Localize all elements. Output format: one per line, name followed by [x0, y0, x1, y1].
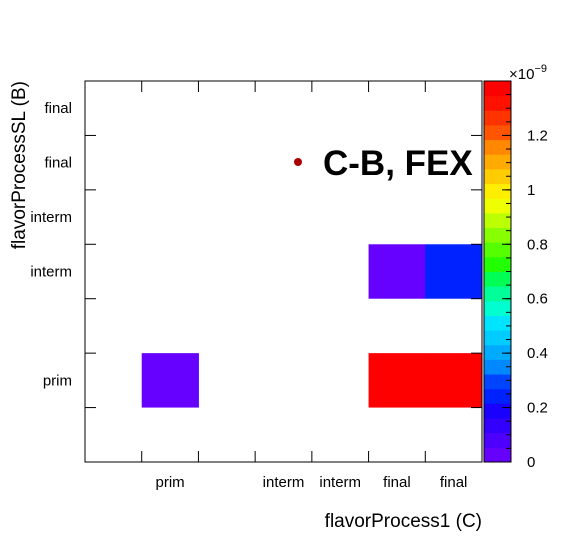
- color-scale-tick-label: 1.2: [527, 127, 548, 144]
- color-scale-band: [484, 330, 511, 346]
- heatmap-cell: [425, 353, 483, 408]
- x-tick-label: final: [440, 474, 468, 491]
- x-axis-ticks: [84, 81, 483, 462]
- x-tick-label: interm: [263, 474, 305, 491]
- x-tick-label: final: [383, 474, 411, 491]
- color-scale-band: [484, 447, 511, 463]
- color-scale-tick-label: 0.8: [527, 236, 548, 253]
- color-scale-band: [484, 95, 511, 111]
- color-scale-band: [484, 256, 511, 272]
- y-tick-labels: prim interm interm final final: [30, 100, 72, 389]
- color-scale-exponent: ×10−9: [509, 63, 547, 83]
- color-scale-band: [484, 271, 511, 287]
- legend-label: C-B, FEX: [323, 144, 473, 183]
- color-scale-tick-label: 1: [527, 182, 535, 199]
- y-tick-label: final: [44, 100, 72, 117]
- color-scale-band: [484, 81, 511, 97]
- color-scale-band: [484, 388, 511, 404]
- heatmap-cell: [141, 353, 199, 408]
- color-scale-tick-label: 0.6: [527, 291, 548, 308]
- x-axis-title: flavorProcess1 (C): [325, 511, 482, 532]
- legend-marker: [294, 158, 302, 166]
- color-scale-band: [484, 139, 511, 155]
- color-scale-band: [484, 110, 511, 126]
- y-axis-ticks: [85, 80, 482, 463]
- color-scale-ticks: 0 0.2 0.4 0.6 0.8 1 1.2: [502, 80, 548, 471]
- color-scale-band: [484, 212, 511, 229]
- heatmap-cell: [368, 244, 426, 299]
- color-scale-tick-label: 0.4: [527, 345, 548, 362]
- y-tick-label: final: [44, 155, 72, 172]
- color-scale-band: [484, 344, 511, 360]
- color-scale-band: [484, 432, 511, 448]
- y-tick-label: interm: [30, 264, 72, 281]
- x-tick-labels: prim interm interm final final: [155, 474, 467, 491]
- y-tick-label: interm: [30, 209, 72, 226]
- color-scale-band: [484, 315, 511, 331]
- color-scale-band: [484, 242, 511, 258]
- color-scale-band: [484, 418, 511, 434]
- color-scale-tick-label: 0.2: [527, 400, 548, 417]
- plot-frame: [84, 80, 483, 463]
- color-scale-band: [484, 374, 511, 390]
- color-scale-band: [484, 183, 511, 199]
- color-scale-band: [484, 124, 511, 141]
- color-scale-bar: [483, 80, 512, 463]
- y-axis-title: flavorProcessSL (B): [9, 81, 30, 249]
- color-scale-band: [484, 198, 511, 214]
- x-tick-label: prim: [155, 474, 184, 491]
- color-scale-band: [484, 300, 511, 316]
- color-scale-band: [484, 154, 511, 170]
- color-scale-tick-label: 0: [527, 454, 535, 471]
- color-scale-band: [484, 359, 511, 375]
- color-scale-band: [484, 227, 511, 243]
- heatmap-cell: [425, 244, 483, 299]
- color-scale-band: [484, 403, 511, 419]
- heatmap-cells: [141, 244, 483, 408]
- color-scale-band: [484, 168, 511, 185]
- x-tick-label: interm: [319, 474, 361, 491]
- color-scale-exponent-base: ×10: [509, 66, 534, 83]
- heatmap-cell: [368, 353, 426, 408]
- y-tick-label: prim: [43, 372, 72, 389]
- color-scale-exponent-power: −9: [534, 63, 547, 75]
- color-scale-band: [484, 286, 511, 302]
